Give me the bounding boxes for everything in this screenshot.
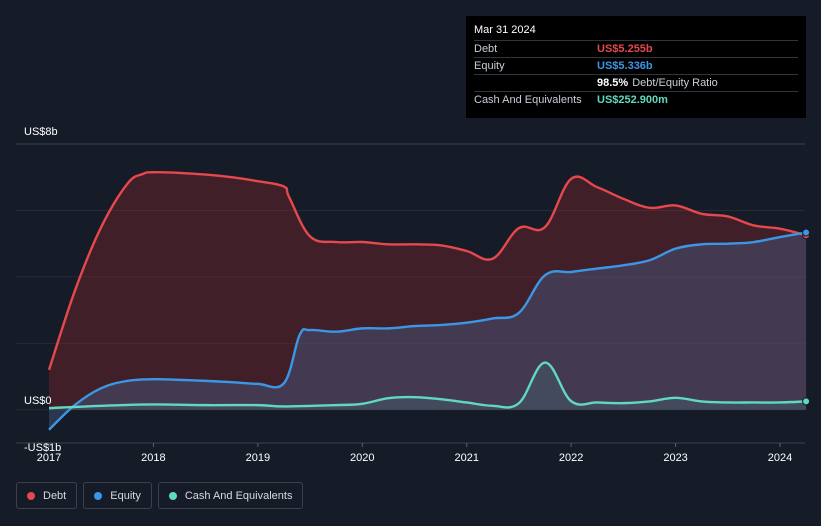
tooltip-debt-value: US$5.255b: [597, 43, 653, 55]
tooltip-cash-label: Cash And Equivalents: [474, 94, 582, 106]
tooltip-date: Mar 31 2024: [474, 24, 536, 36]
y-tick-label: US$0: [24, 395, 52, 407]
legend-cash-dot-icon: [168, 491, 177, 500]
end-markers: [802, 228, 811, 406]
series-lines: [47, 170, 807, 431]
legend-item-cash[interactable]: Cash And Equivalents: [157, 482, 304, 509]
tooltip-row-ratio: 98.5% Debt/Equity Ratio: [474, 74, 798, 91]
tooltip-row-equity: Equity US$5.336b: [474, 57, 798, 74]
x-tick-label: 2023: [663, 452, 687, 464]
x-tick-label: 2024: [768, 452, 792, 464]
tooltip-debt-label: Debt: [474, 43, 498, 55]
area-debt: [49, 172, 807, 410]
series-areas: [49, 172, 807, 430]
y-tick-label: US$8b: [24, 126, 58, 138]
legend-equity-label: Equity: [110, 489, 141, 502]
x-tick-label: 2018: [141, 452, 165, 464]
x-tick-label: 2022: [559, 452, 583, 464]
x-tick-label: 2017: [37, 452, 61, 464]
legend-item-debt[interactable]: Debt: [16, 482, 78, 509]
tooltip-cash-value: US$252.900m: [597, 94, 668, 106]
x-tick-label: 2019: [246, 452, 270, 464]
tooltip-panel: Mar 31 2024 Debt US$5.255b Equity US$5.3…: [466, 16, 806, 118]
tooltip-row-debt: Debt US$5.255b: [474, 40, 798, 57]
tooltip-ratio-value: 98.5%: [597, 77, 629, 89]
legend-cash-label: Cash And Equivalents: [184, 489, 293, 502]
point-cash-and-equivalents-end: [802, 397, 811, 406]
area-equity: [49, 232, 807, 430]
grid-lines: [16, 143, 805, 444]
tooltip-equity-value: US$5.336b: [597, 60, 653, 72]
tooltip-row-cash: Cash And Equivalents US$252.900m: [474, 91, 798, 108]
legend-item-equity[interactable]: Equity: [83, 482, 152, 509]
tooltip-equity-label: Equity: [474, 60, 505, 72]
legend-equity-dot-icon: [94, 491, 103, 500]
line-equity: [48, 231, 807, 431]
legend-debt-dot-icon: [27, 491, 35, 500]
chart-legend: Debt Equity Cash And Equivalents: [16, 482, 304, 509]
legend-debt-label: Debt: [43, 489, 67, 502]
line-debt: [47, 170, 807, 371]
y-tick-label: -US$1b: [24, 442, 61, 454]
x-tick-label: 2021: [454, 452, 478, 464]
tooltip-ratio-label: Debt/Equity Ratio: [632, 77, 718, 89]
line-cash-and-equivalents: [48, 361, 807, 410]
point-equity-end: [802, 228, 811, 237]
x-tick-label: 2020: [350, 452, 374, 464]
